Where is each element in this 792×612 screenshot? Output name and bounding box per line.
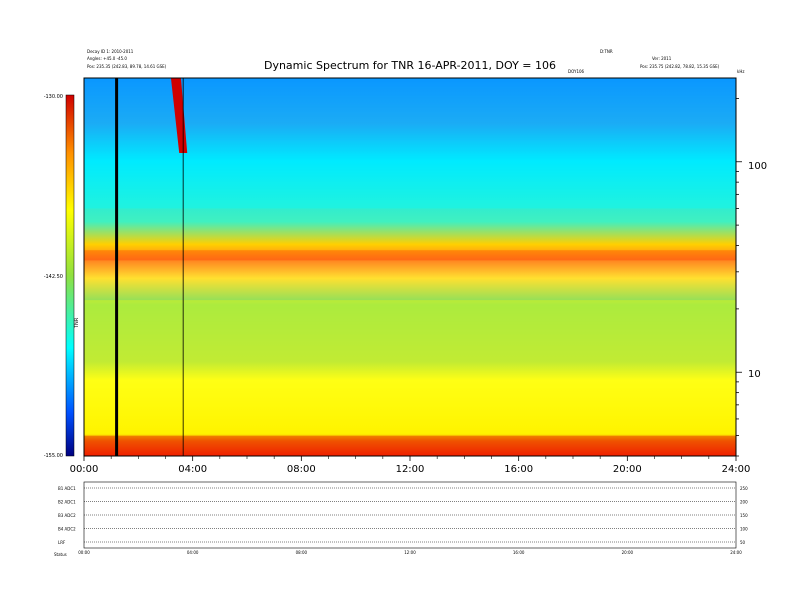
bottom-tick-label-6: 24:00 <box>730 550 742 555</box>
header-right-3: Pos: 235.75 (242.82, 78.82, 15.35 GSE) <box>640 64 720 69</box>
header-left-2: Angles: +45.0 -45.0 <box>87 56 127 61</box>
bottom-row-label-1: B2 ADC1 <box>58 500 76 505</box>
right-frequency-axis <box>735 78 742 457</box>
colorbar-tick-mid: -142.50 <box>44 274 63 280</box>
bottom-tick-label-0: 00:00 <box>78 550 90 555</box>
x-tick-label-2: 08:00 <box>287 464 316 475</box>
time-axis: 00:00 04:00 08:00 12:00 16:00 20:00 24:00 <box>70 456 751 475</box>
x-tick-label-3: 12:00 <box>396 464 425 475</box>
band-0 <box>84 435 736 456</box>
x-tick-label-1: 04:00 <box>178 464 207 475</box>
event-line-2 <box>182 78 184 456</box>
bottom-row-label-0: B1 ADC1 <box>58 486 76 491</box>
colorbar-label: TNR <box>74 317 80 329</box>
x-tick-label-5: 20:00 <box>613 464 642 475</box>
bottom-tick-label-2: 08:00 <box>296 550 308 555</box>
bottom-row-label-3: B4 ADC2 <box>58 527 76 532</box>
bottom-tick-label-4: 16:00 <box>513 550 525 555</box>
spectrogram-background <box>84 78 736 456</box>
colorbar <box>65 94 75 457</box>
bottom-row-label-2: B3 ADC2 <box>58 513 76 518</box>
header-right-1: D:TNR <box>600 49 613 54</box>
y-axis-unit: kHz <box>737 69 744 74</box>
band-2 <box>84 250 736 261</box>
header-left-3: Pos: 235.35 (242.83, 89.78, 14.61 GSE) <box>87 64 167 69</box>
y-tick-label-10: 10 <box>748 369 761 380</box>
y-tick-label-100: 100 <box>748 161 767 172</box>
event-line-0 <box>115 78 119 456</box>
header-center-tag: DOY106 <box>568 69 585 74</box>
chart-title: Dynamic Spectrum for TNR 16-APR-2011, DO… <box>264 59 556 72</box>
bottom-panel-footer: Status <box>54 552 67 557</box>
bottom-right-label-4: 50 <box>740 540 746 545</box>
bottom-right-label-3: 100 <box>740 527 748 532</box>
bottom-panel: B1 ADC1 B2 ADC1 B3 ADC2 B4 ADC2 LRF 250 200 150… <box>58 486 748 555</box>
x-tick-label-0: 00:00 <box>70 464 99 475</box>
bottom-right-label-0: 250 <box>740 486 748 491</box>
bottom-tick-label-3: 12:00 <box>404 550 416 555</box>
header-left-1: Decay ID 1: 2010-2011 <box>87 49 134 54</box>
colorbar-tick-bottom: -155.00 <box>44 453 63 459</box>
band-3 <box>84 78 736 209</box>
colorbar-tick-top: -130.00 <box>44 94 63 100</box>
bottom-tick-label-1: 04:00 <box>187 550 199 555</box>
band-1 <box>84 300 736 436</box>
bottom-row-label-4: LRF <box>58 540 66 545</box>
header-right-2: Ver: 2011 <box>652 56 672 61</box>
x-tick-label-4: 16:00 <box>504 464 533 475</box>
bottom-tick-label-5: 20:00 <box>622 550 634 555</box>
x-tick-label-6: 24:00 <box>722 464 751 475</box>
spectrogram-overlay <box>84 78 736 456</box>
bottom-right-label-2: 150 <box>740 513 748 518</box>
bottom-right-label-1: 200 <box>740 500 748 505</box>
